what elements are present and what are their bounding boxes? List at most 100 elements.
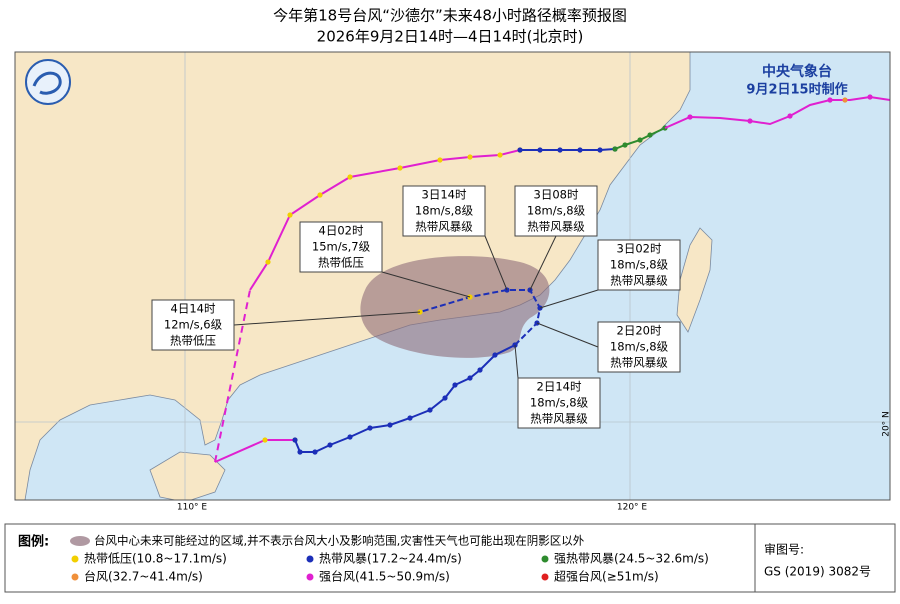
legend-label: 强台风(41.5~50.9m/s) [319,569,450,584]
label-wind: 18m/s,8级 [610,340,669,354]
label-time: 3日02时 [617,242,662,256]
track-point [827,97,833,103]
label-box [299,221,383,273]
track-point [537,147,543,153]
label-time: 2日20时 [617,324,662,338]
track-point [867,94,873,100]
approval-number: GS (2019) 3082号 [764,565,871,579]
track-point [297,449,303,455]
track-point [347,434,353,440]
track-point [577,147,583,153]
map-frame [14,51,891,501]
track-point [367,425,373,431]
track-point [397,165,403,171]
label-wind: 18m/s,8级 [530,396,589,410]
track-point [452,382,458,388]
legend-label: 超强台风(≥51m/s) [554,569,659,584]
legend-dot [71,573,79,581]
track-point [622,142,628,148]
legend-dot [306,573,314,581]
leader-line [381,271,471,298]
legend-box [4,523,896,593]
label-level: 热带风暴级 [610,356,668,370]
track-point [437,157,443,163]
track-point [747,118,753,124]
forecast-labels: 4日14时12m/s,6级热带低压4日02时15m/s,7级热带低压3日14时1… [151,185,681,429]
label-time: 2日14时 [537,380,582,394]
track-point [262,437,268,443]
label-time: 3日14时 [422,188,467,202]
track-point [442,395,448,401]
label-level: 热带低压 [170,334,216,348]
logo-swirl [32,71,62,95]
agency-time: 9月2日15时制作 [746,82,847,98]
track-point [497,152,503,158]
legend-label: 强热带风暴(24.5~32.6m/s) [554,552,709,566]
lat-label: 20° N [882,411,892,437]
label-box [597,321,681,373]
track-point [787,113,793,119]
legend-label: 热带低压(10.8~17.1m/s) [84,552,227,566]
agency-name: 中央气象台 [762,63,832,80]
track-point [312,449,318,455]
label-level: 热带风暴级 [530,412,588,426]
track-point [292,437,298,443]
label-box [151,299,235,351]
approval-label: 审图号: [764,542,804,557]
legend-dot [306,555,314,563]
legend-dot [541,555,549,563]
leader-line [233,311,421,326]
legend-dot [71,555,79,563]
leader-line [539,289,599,309]
label-box [517,377,601,429]
track-point [687,114,693,120]
legend-label: 热带风暴(17.2~24.4m/s) [319,552,462,566]
legend-area-text: 台风中心未来可能经过的区域,并不表示台风大小及影响范围,灾害性天气也可能出现在阴… [94,534,585,548]
label-level: 热带风暴级 [527,220,585,234]
label-time: 4日14时 [171,302,216,316]
lon-label: 110° E [177,503,208,513]
leader-line [536,322,599,348]
label-wind: 18m/s,8级 [610,258,669,272]
label-box [597,239,681,291]
track-point [327,442,333,448]
label-level: 热带风暴级 [610,274,668,288]
label-level: 热带低压 [318,256,364,270]
leader-line [529,235,557,291]
track-point [517,147,523,153]
legend-area-swatch [70,536,90,546]
label-time: 3日08时 [534,188,579,202]
leader-line [484,235,508,291]
track-point [842,97,848,103]
track-point [347,174,353,180]
track-point [287,212,293,218]
legend-title: 图例: [18,534,49,550]
track-point [612,146,618,152]
lon-label: 120° E [617,503,648,513]
mainland [15,52,691,500]
track-point [265,259,271,265]
label-wind: 15m/s,7级 [312,240,371,254]
track-line [249,149,521,291]
label-time: 4日02时 [319,224,364,238]
logo [25,59,71,105]
track-point [492,352,498,358]
probability-area [360,256,550,358]
track-point [317,192,323,198]
label-level: 热带风暴级 [415,220,473,234]
track-point [467,154,473,160]
legend-dot [541,573,549,581]
title: 今年第18号台风“沙德尔”未来48小时路径概率预报图 [273,7,627,25]
leader-line [514,344,519,379]
label-box [514,185,598,237]
legend-items: 热带低压(10.8~17.1m/s) 热带风暴(17.2~24.4m/s) 强热带风… [71,552,709,584]
label-wind: 18m/s,8级 [527,204,586,218]
map-area: 中央气象台 9月2日15时制作 [15,52,890,500]
label-box [402,185,486,237]
track-point [407,415,413,421]
track-point [467,375,473,381]
label-wind: 12m/s,6级 [164,318,223,332]
track-point [637,137,643,143]
track-point [647,132,653,138]
